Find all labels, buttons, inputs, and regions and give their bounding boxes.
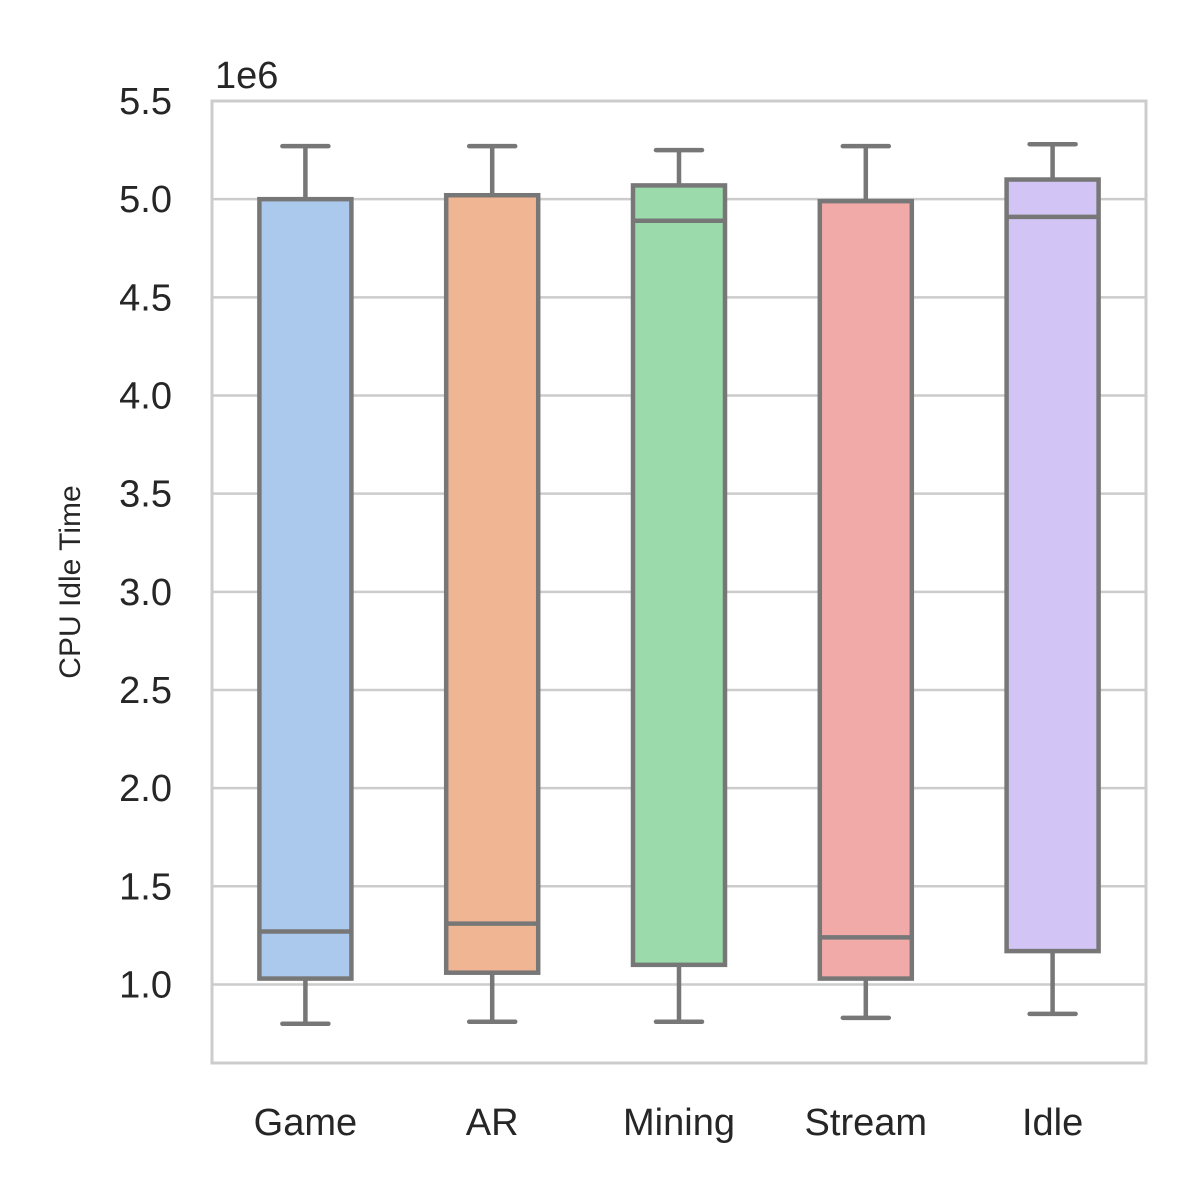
x-tick-label: Idle <box>1022 1102 1083 1144</box>
x-tick-labels: Game AR Mining Stream Idle <box>254 1102 1084 1144</box>
x-tick-label: AR <box>466 1102 519 1144</box>
box-mining <box>630 147 728 1025</box>
y-tick-label: 5.5 <box>119 81 172 123</box>
iqr-box <box>257 196 354 981</box>
box-stream <box>817 143 915 1021</box>
y-tick-label: 4.5 <box>119 277 172 319</box>
y-tick-label: 2.5 <box>119 670 172 712</box>
x-tick-label: Game <box>254 1102 357 1144</box>
box-game <box>257 143 354 1026</box>
x-tick-label: Stream <box>805 1102 927 1144</box>
iqr-box <box>630 183 728 968</box>
y-tick-label: 2.0 <box>119 768 172 810</box>
y-tick-label: 4.0 <box>119 375 172 417</box>
boxes <box>257 141 1101 1026</box>
y-tick-label: 1.0 <box>119 964 172 1006</box>
y-axis-offset-label: 1e6 <box>215 55 278 97</box>
box-ar <box>443 143 541 1025</box>
y-tick-label: 3.5 <box>119 474 172 516</box>
y-tick-label: 1.5 <box>119 866 172 908</box>
x-tick-label: Mining <box>623 1102 735 1144</box>
iqr-box <box>1004 177 1101 954</box>
y-tick-labels: 1.0 1.5 2.0 2.5 3.0 3.5 4.0 4.5 5.0 5.5 <box>119 81 172 1006</box>
iqr-box <box>817 198 915 981</box>
plot-frame <box>210 99 1148 1065</box>
y-axis-label: CPU Idle Time <box>54 485 87 678</box>
iqr-box <box>443 192 541 975</box>
box-idle <box>1004 141 1101 1017</box>
y-tick-label: 3.0 <box>119 572 172 614</box>
y-tick-label: 5.0 <box>119 179 172 221</box>
